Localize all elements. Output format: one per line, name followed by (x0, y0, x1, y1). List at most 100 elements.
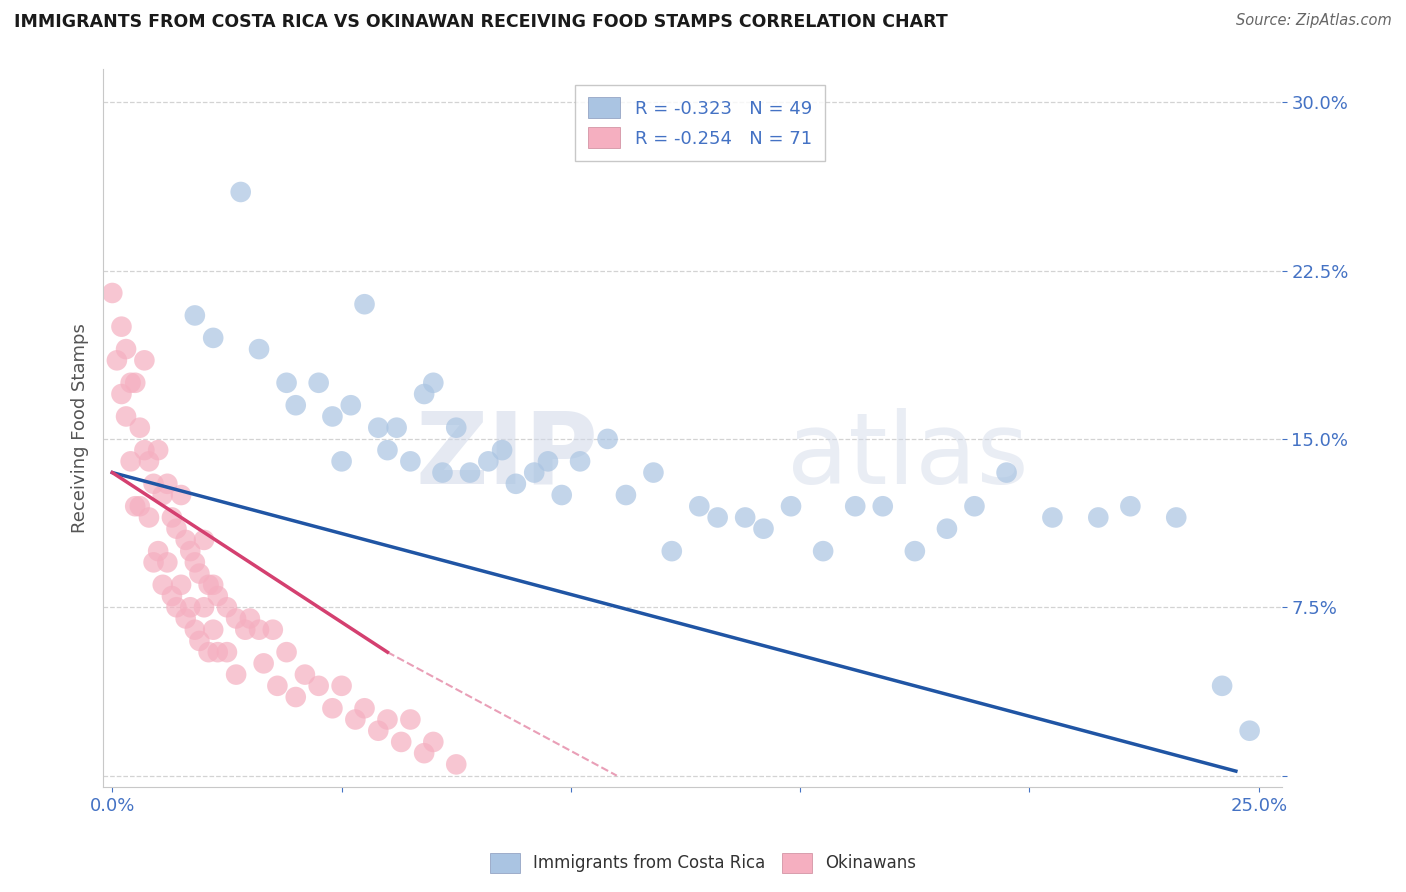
Point (152, 578, 174, 592)
Point (752, 522, 775, 536)
Point (276, 376, 298, 390)
Point (422, 735, 444, 749)
Point (128, 420, 150, 434)
Point (936, 522, 959, 536)
Point (377, 713, 399, 727)
Point (284, 690, 307, 704)
Point (247, 623, 270, 637)
Point (110, 387, 132, 401)
Point (110, 319, 132, 334)
Point (124, 376, 146, 390)
Point (184, 623, 207, 637)
Point (184, 555, 207, 569)
Point (614, 488, 637, 502)
Point (688, 500, 710, 514)
Point (160, 589, 183, 603)
Point (174, 533, 197, 547)
Point (225, 611, 247, 625)
Point (166, 600, 188, 615)
Text: Source: ZipAtlas.com: Source: ZipAtlas.com (1236, 13, 1392, 29)
Point (193, 533, 215, 547)
Point (202, 623, 225, 637)
Point (247, 342, 270, 356)
Point (215, 645, 238, 659)
Point (505, 476, 527, 491)
Point (458, 466, 481, 480)
Point (523, 466, 546, 480)
Point (115, 342, 138, 356)
Point (1239, 723, 1261, 738)
Point (1042, 510, 1064, 524)
Point (202, 331, 225, 345)
Point (661, 544, 683, 558)
Point (105, 353, 128, 368)
Text: ZIP: ZIP (415, 408, 598, 505)
Point (138, 510, 160, 524)
Point (596, 432, 619, 446)
Point (142, 476, 165, 491)
Point (225, 667, 247, 681)
Point (537, 454, 560, 468)
Point (904, 544, 927, 558)
Point (446, 757, 468, 772)
Point (872, 500, 894, 514)
Point (344, 713, 367, 727)
Point (389, 735, 412, 749)
Point (193, 600, 215, 615)
Point (367, 723, 389, 738)
Legend: Immigrants from Costa Rica, Okinawans: Immigrants from Costa Rica, Okinawans (484, 847, 922, 880)
Point (339, 398, 361, 412)
Point (266, 679, 288, 693)
Point (146, 443, 169, 458)
Point (1119, 500, 1142, 514)
Point (197, 578, 219, 592)
Point (134, 443, 156, 458)
Point (432, 466, 454, 480)
Point (276, 645, 298, 659)
Point (1211, 679, 1233, 693)
Point (491, 443, 513, 458)
Point (138, 454, 160, 468)
Point (1087, 510, 1109, 524)
Point (399, 713, 422, 727)
Point (569, 454, 592, 468)
Point (353, 701, 375, 715)
Point (284, 398, 307, 412)
Point (197, 645, 219, 659)
Point (262, 623, 284, 637)
Point (643, 466, 665, 480)
Point (142, 555, 165, 569)
Point (179, 600, 201, 615)
Point (780, 500, 803, 514)
Point (174, 611, 197, 625)
Point (321, 701, 343, 715)
Point (385, 420, 408, 434)
Point (128, 500, 150, 514)
Point (124, 500, 146, 514)
Point (413, 387, 436, 401)
Text: atlas: atlas (787, 408, 1028, 505)
Point (551, 488, 574, 502)
Point (202, 578, 225, 592)
Point (1166, 510, 1188, 524)
Point (330, 679, 353, 693)
Point (188, 566, 211, 581)
Point (308, 679, 330, 693)
Point (321, 409, 343, 424)
Point (146, 544, 169, 558)
Point (995, 466, 1018, 480)
Point (233, 623, 256, 637)
Point (120, 454, 142, 468)
Point (207, 589, 229, 603)
Point (253, 657, 276, 671)
Point (188, 634, 211, 648)
Point (170, 578, 193, 592)
Point (120, 376, 142, 390)
Point (207, 645, 229, 659)
Point (963, 500, 986, 514)
Y-axis label: Receiving Food Stamps: Receiving Food Stamps (72, 323, 89, 533)
Point (115, 409, 138, 424)
Point (706, 510, 728, 524)
Point (184, 309, 207, 323)
Point (422, 376, 444, 390)
